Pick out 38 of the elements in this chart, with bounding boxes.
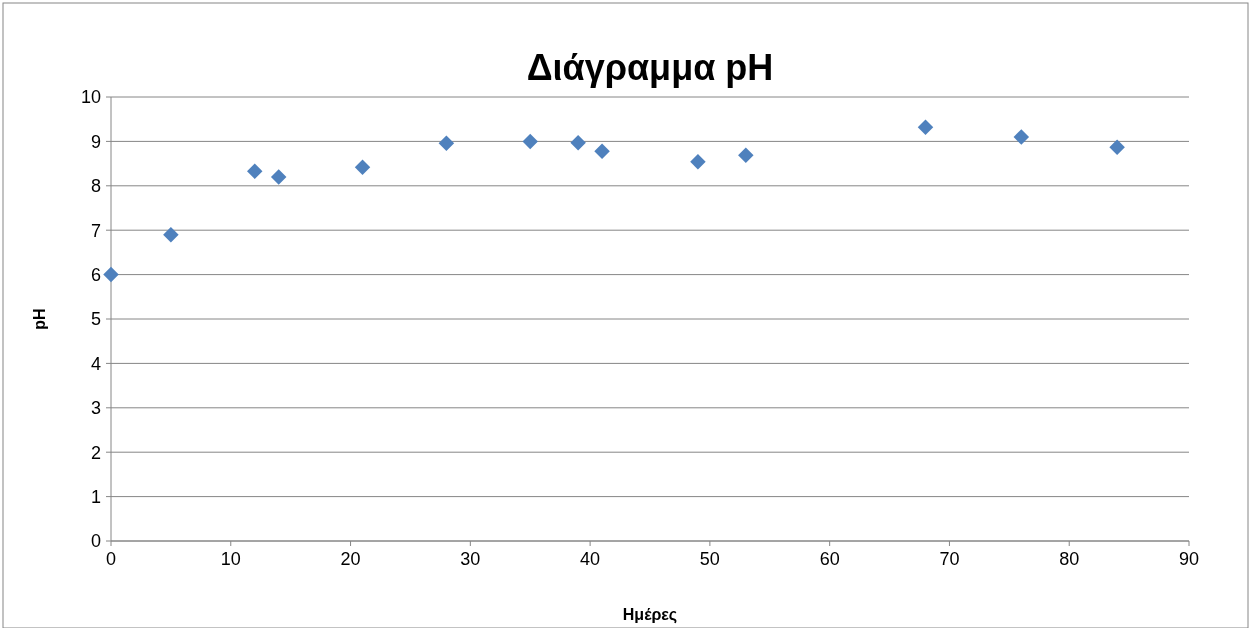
y-tick-label: 8 [90,176,101,197]
y-tick-label: 4 [90,353,101,374]
point [1013,129,1030,145]
y-axis-title: pH [31,308,48,330]
y-tick-label: 10 [80,87,101,108]
point [103,266,119,283]
x-tick-label: 10 [220,549,241,569]
x-tick-label: 20 [340,549,361,569]
y-tick-label: 9 [90,131,101,152]
chart-title: Διάγραμμα pH [526,47,774,88]
point [917,119,934,135]
x-tick-label: 70 [939,549,960,569]
x-tick-label: 80 [1059,549,1080,569]
point [570,134,586,151]
y-tick-label: 5 [90,309,101,330]
y-tick-label: 1 [90,486,101,507]
y-tick-label: 2 [90,442,101,463]
y-tick-label: 0 [90,531,101,552]
point [1109,139,1125,155]
x-axis-title: Ημέρες [622,606,678,624]
y-tick-label: 6 [90,264,101,285]
x-tick-label: 50 [699,549,720,569]
x-tick-label: 40 [580,549,601,569]
point [163,226,179,243]
point [246,163,263,179]
x-tick-label: 60 [819,549,840,569]
point [738,147,754,163]
y-tick-label: 3 [90,398,101,419]
y-tick-label: 7 [90,220,101,241]
point [690,154,706,170]
x-tick-label: 30 [460,549,481,569]
point [354,159,371,175]
point [438,135,455,151]
x-tick-label: 90 [1178,549,1200,569]
point [522,133,538,150]
x-tick-label: 0 [105,549,117,569]
point [270,169,287,185]
point [594,143,610,159]
